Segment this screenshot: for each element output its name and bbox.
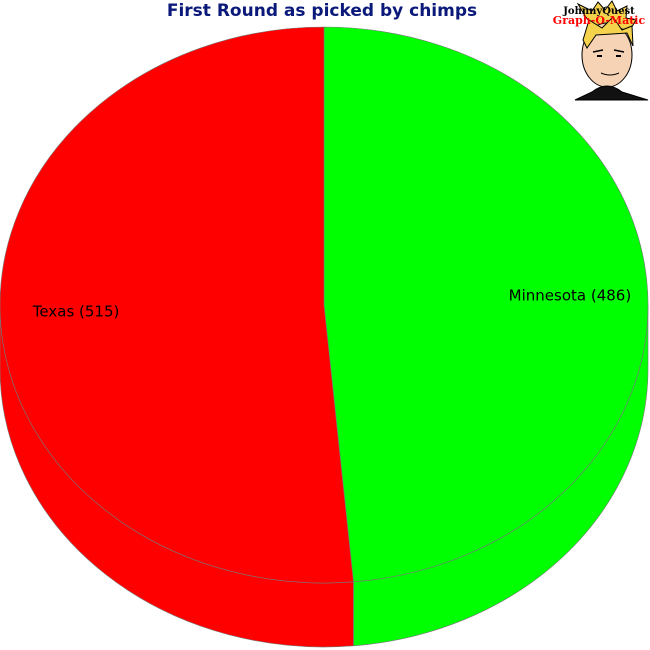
chart-title: First Round as picked by chimps: [167, 1, 477, 21]
pie-slice-texas: [0, 26, 354, 584]
pie-slice-minnesota: [323, 26, 649, 583]
johnnyquest-logo: JohnnyQuest Graph-O-Matic: [553, 0, 649, 101]
slice-label-texas: Texas (515): [32, 302, 120, 320]
cartoon-boy-icon: [574, 0, 649, 101]
logo-line2: Graph-O-Matic: [553, 14, 646, 27]
pie-labels: Minnesota (486) Texas (515): [32, 287, 631, 321]
slice-label-minnesota: Minnesota (486): [509, 287, 632, 305]
pie-top: [0, 26, 649, 584]
logo-line1: JohnnyQuest: [562, 6, 635, 17]
